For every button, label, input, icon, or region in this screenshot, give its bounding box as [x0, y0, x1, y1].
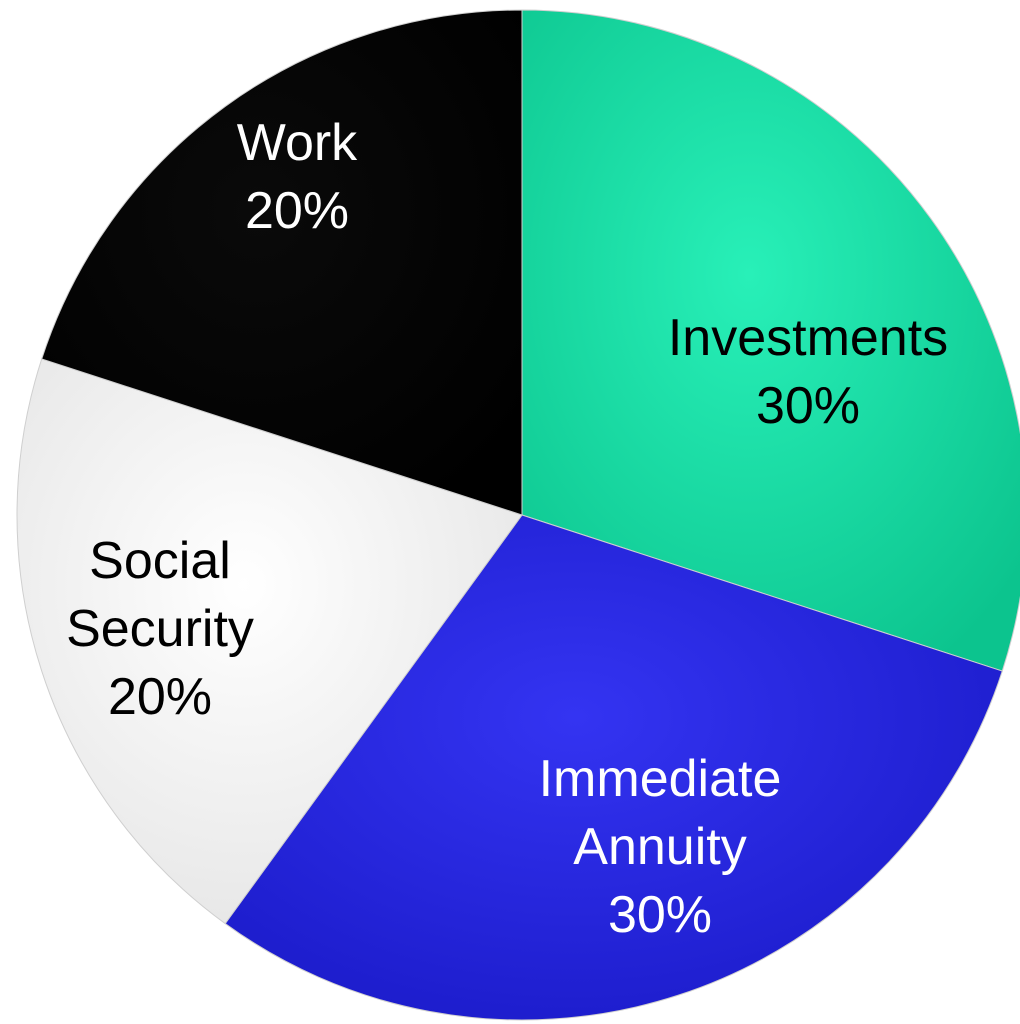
- slice-label-line: Security: [66, 600, 254, 658]
- slice-label-line: 20%: [245, 182, 349, 240]
- slice-label-line: 30%: [608, 886, 712, 944]
- slice-label-2: Social Security 20%: [66, 532, 254, 726]
- slice-label-3: Work 20%: [237, 114, 358, 240]
- slice-label-line: Social: [89, 532, 231, 590]
- pie-slice-2: [16, 358, 523, 925]
- slice-label-line: Annuity: [573, 818, 746, 876]
- slice-label-line: 20%: [108, 668, 212, 726]
- slice-label-line: Work: [237, 114, 358, 172]
- slice-label-line: Immediate: [539, 750, 782, 808]
- pie-slice-1: [224, 514, 1003, 1021]
- slice-label-line: 30%: [756, 377, 860, 435]
- pie-slice-0: [521, 9, 1020, 672]
- slice-label-line: Investments: [668, 309, 948, 367]
- slice-label-0: Investments 30%: [668, 309, 948, 435]
- slice-label-1: Immediate Annuity 30%: [539, 750, 782, 944]
- pie-slice-3: [41, 9, 523, 516]
